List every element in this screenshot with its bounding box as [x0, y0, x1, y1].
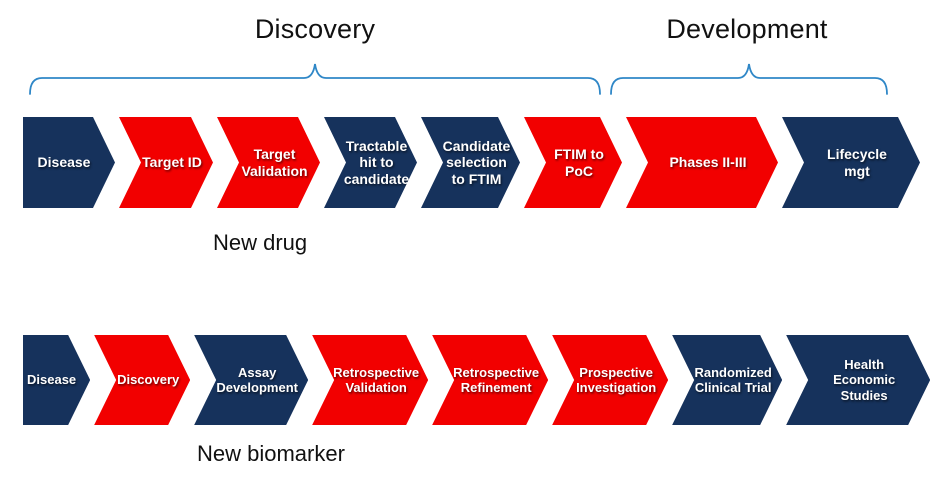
drug-pipeline-caption: New drug: [213, 230, 308, 255]
phase-braces: [29, 63, 888, 95]
development-brace: [610, 63, 888, 95]
stage-phases-ii-iii: Phases II-III: [626, 117, 778, 208]
stage-label: Health Economic Studies: [833, 357, 896, 403]
stage-ftim-to-poc: FTIM to PoC: [524, 117, 622, 208]
stage-label: Assay Development: [216, 364, 298, 395]
stage-label: Tractable hit to candidate: [343, 137, 410, 187]
stage-label: Prospective Investigation: [576, 364, 657, 395]
discovery-brace: [29, 63, 601, 95]
stage-label: Retrospective Refinement: [453, 364, 540, 395]
discovery-phase-title: Discovery: [254, 14, 376, 44]
stage-randomized-clinical-trial: Randomized Clinical Trial: [672, 335, 782, 425]
stage-label: Discovery: [117, 372, 180, 388]
stage-retrospective-refinement: Retrospective Refinement: [432, 335, 548, 425]
stage-label: Retrospective Validation: [333, 364, 420, 395]
stage-label: Disease: [27, 372, 77, 388]
stage-target-id: Target ID: [119, 117, 213, 208]
stage-lifecycle-mgt: Lifecycle mgt: [782, 117, 920, 208]
stage-label: Lifecycle mgt: [827, 145, 887, 179]
biomarker-pipeline-row: Disease Discovery Assay Development Retr…: [23, 335, 930, 425]
stage-label: Target ID: [142, 154, 202, 171]
stage-tractable-hit-to-candidate: Tractable hit to candidate: [324, 117, 417, 208]
stage-label: Candidate selection to FTIM: [442, 137, 511, 187]
stage-label: Randomized Clinical Trial: [694, 364, 772, 395]
stage-label: Target Validation: [241, 145, 308, 179]
stage-target-validation: Target Validation: [217, 117, 320, 208]
stage-label: FTIM to PoC: [554, 145, 604, 179]
development-phase-title: Development: [666, 14, 828, 44]
stage-label: Disease: [37, 154, 91, 171]
stage-assay-development: Assay Development: [194, 335, 308, 425]
stage-candidate-selection-to-ftim: Candidate selection to FTIM: [421, 117, 520, 208]
stage-prospective-investigation: Prospective Investigation: [552, 335, 668, 425]
drug-pipeline-row: Disease Target ID Target Validation Trac…: [23, 117, 920, 208]
stage-disease: Disease: [23, 117, 115, 208]
stage-disease: Disease: [23, 335, 90, 425]
stage-retrospective-validation: Retrospective Validation: [312, 335, 428, 425]
biomarker-pipeline-caption: New biomarker: [197, 441, 345, 466]
stage-discovery: Discovery: [94, 335, 190, 425]
stage-health-economic-studies: Health Economic Studies: [786, 335, 930, 425]
stage-label: Phases II-III: [669, 154, 747, 171]
